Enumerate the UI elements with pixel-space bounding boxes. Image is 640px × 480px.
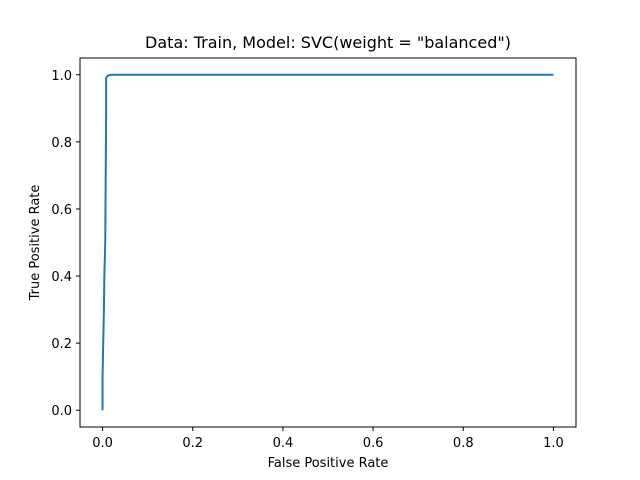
y-axis: 0.0 0.2 0.4 0.6 0.8 1.0 [51,69,80,419]
plot-area [101,73,554,411]
x-axis: 0.0 0.2 0.4 0.6 0.8 1.0 [92,427,564,451]
axes-frame [79,57,577,428]
x-tick-label: 0.4 [273,436,294,451]
x-tick-label: 0.6 [363,436,384,451]
y-tick-label: 0.2 [51,337,72,352]
x-tick-label: 0.8 [453,436,474,451]
y-tick-label: 0.4 [51,270,72,285]
y-tick-label: 0.0 [51,404,72,419]
chart-title: Data: Train, Model: SVC(weight = "balanc… [145,33,511,52]
roc-curve-line [101,73,554,411]
x-tick-label: 1.0 [543,436,564,451]
y-tick-label: 0.8 [51,136,72,151]
x-tick-label: 0.0 [92,436,113,451]
x-axis-label: False Positive Rate [268,456,389,471]
y-tick-label: 1.0 [51,69,72,84]
y-axis-label: True Positive Rate [28,185,43,302]
x-tick-label: 0.2 [182,436,203,451]
y-tick-label: 0.6 [51,203,72,218]
